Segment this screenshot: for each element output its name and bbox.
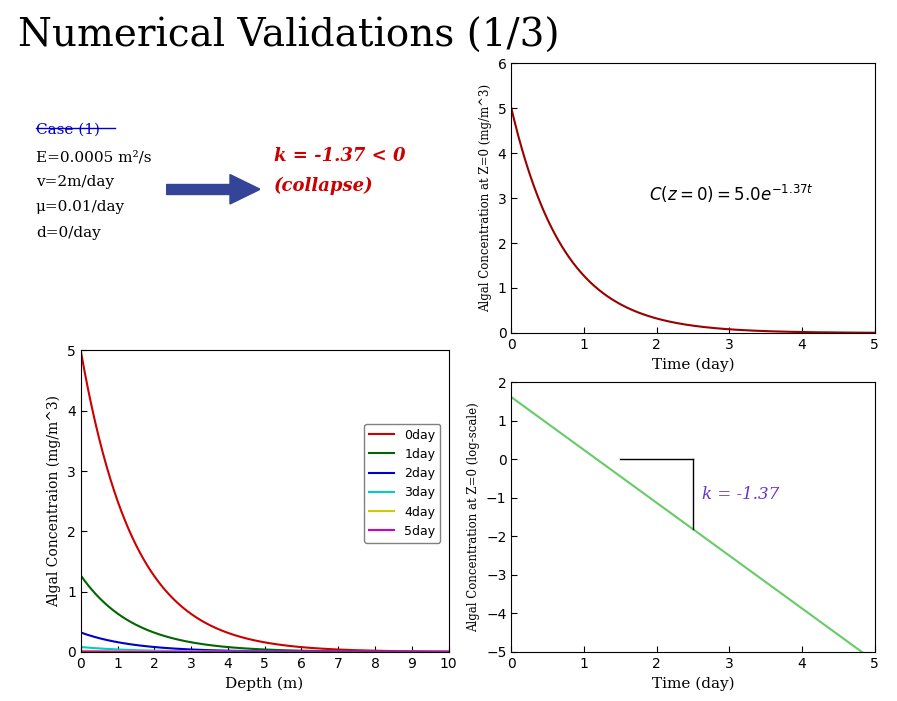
2day (75, 628, 86, 637)
3day (75, 643, 86, 651)
4day (443, 648, 454, 656)
4day (75, 646, 86, 655)
5day (170, 648, 180, 656)
1day (292, 646, 303, 655)
0day (292, 643, 303, 651)
3day (141, 646, 152, 655)
Line: 3day: 3day (81, 647, 449, 652)
0day (170, 597, 180, 605)
3day (443, 648, 454, 656)
5day (75, 648, 86, 656)
1day (170, 634, 180, 643)
5day (321, 648, 332, 656)
Text: k = -1.37 < 0: k = -1.37 < 0 (274, 147, 405, 165)
Line: 2day: 2day (81, 632, 449, 652)
5day (353, 648, 363, 656)
4day (353, 648, 363, 656)
0day (443, 648, 454, 656)
4day (241, 648, 252, 656)
Polygon shape (166, 184, 234, 194)
X-axis label: Time (day): Time (day) (651, 676, 735, 690)
3day (321, 648, 332, 656)
Polygon shape (230, 175, 260, 204)
X-axis label: Depth (m): Depth (m) (225, 676, 304, 690)
4day (141, 647, 152, 655)
Text: (collapse): (collapse) (274, 177, 373, 195)
Line: 1day: 1day (81, 576, 449, 652)
1day (75, 571, 86, 580)
1day (443, 648, 454, 656)
Line: 4day: 4day (81, 651, 449, 652)
0day (241, 634, 252, 643)
2day (292, 648, 303, 656)
0day (321, 645, 332, 653)
0day (75, 346, 86, 355)
Text: d=0/day: d=0/day (36, 226, 100, 240)
Text: E=0.0005 m²/s: E=0.0005 m²/s (36, 151, 152, 165)
Y-axis label: Algal Concentration at Z=0 (log-scale): Algal Concentration at Z=0 (log-scale) (467, 402, 481, 632)
0day (353, 646, 363, 655)
Y-axis label: Algal Concentration at Z=0 (mg/m^3): Algal Concentration at Z=0 (mg/m^3) (479, 84, 492, 312)
5day (241, 648, 252, 656)
5day (292, 648, 303, 656)
Text: k = -1.37: k = -1.37 (701, 486, 779, 503)
5day (141, 648, 152, 656)
3day (292, 648, 303, 656)
4day (292, 648, 303, 656)
Text: Numerical Validations (1/3): Numerical Validations (1/3) (18, 18, 560, 55)
Text: μ=0.01/day: μ=0.01/day (36, 200, 125, 214)
1day (241, 644, 252, 653)
Line: 0day: 0day (81, 350, 449, 652)
Legend: 0day, 1day, 2day, 3day, 4day, 5day: 0day, 1day, 2day, 3day, 4day, 5day (364, 423, 440, 543)
5day (443, 648, 454, 656)
Text: Case (1): Case (1) (36, 123, 100, 137)
4day (170, 648, 180, 656)
2day (353, 648, 363, 656)
4day (321, 648, 332, 656)
1day (141, 625, 152, 634)
Text: v=2m/day: v=2m/day (36, 175, 114, 189)
3day (241, 648, 252, 656)
1day (353, 647, 363, 655)
2day (321, 648, 332, 656)
3day (170, 647, 180, 655)
2day (443, 648, 454, 656)
3day (353, 648, 363, 656)
2day (141, 642, 152, 651)
X-axis label: Time (day): Time (day) (651, 358, 735, 372)
Text: $C(z=0) = 5.0e^{-1.37t}$: $C(z=0) = 5.0e^{-1.37t}$ (649, 182, 814, 205)
0day (141, 559, 152, 567)
2day (170, 644, 180, 653)
2day (241, 647, 252, 655)
1day (321, 647, 332, 655)
Y-axis label: Algal Concentraion (mg/m^3): Algal Concentraion (mg/m^3) (47, 395, 61, 607)
